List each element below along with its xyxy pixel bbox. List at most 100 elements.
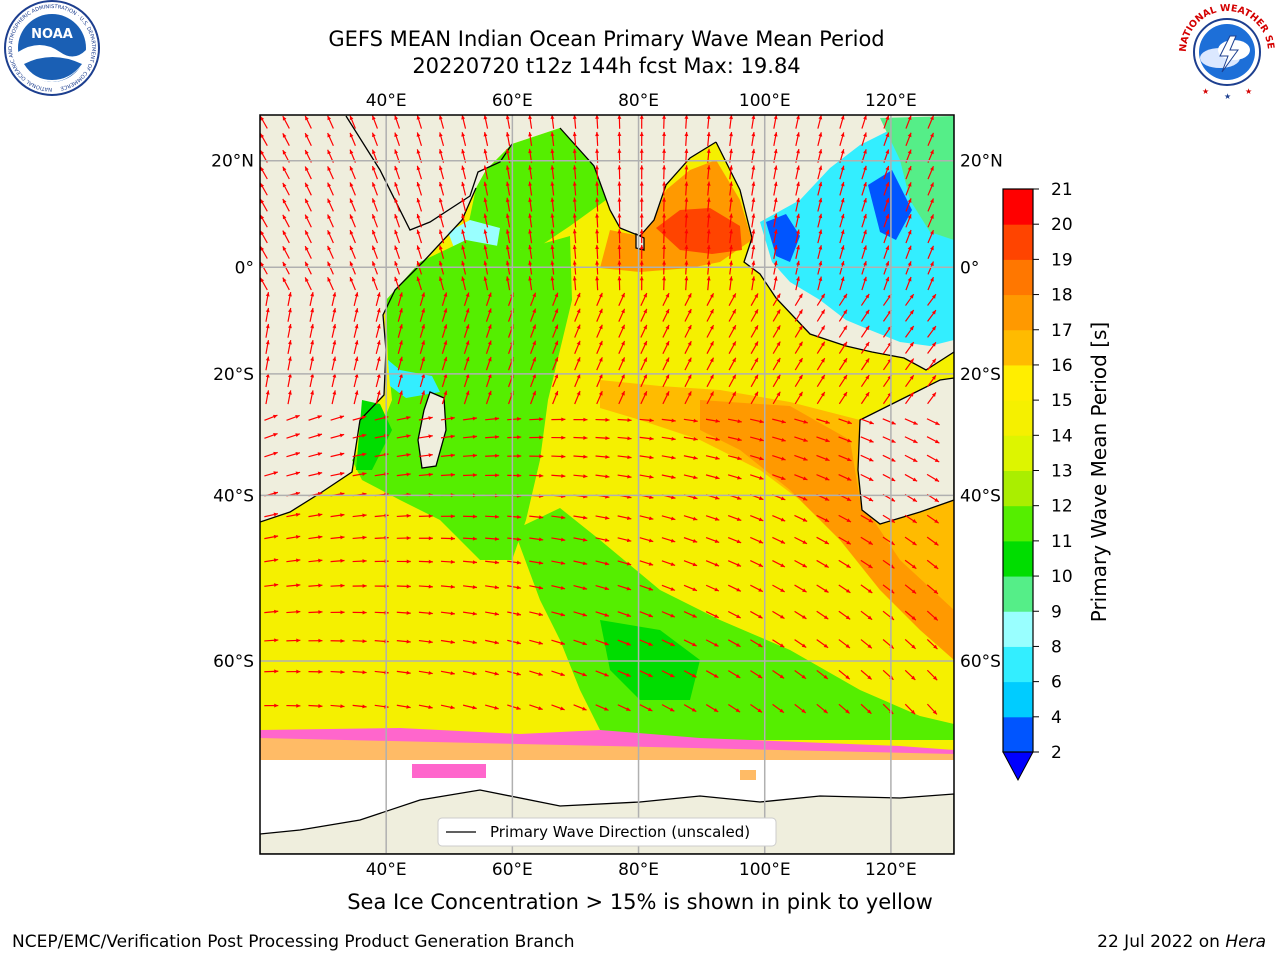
wave-arrow-head bbox=[461, 245, 466, 250]
wave-arrow-head bbox=[465, 390, 470, 396]
wave-arrow-head bbox=[406, 670, 411, 675]
wave-arrow-head bbox=[554, 357, 559, 362]
wave-arrow-head bbox=[863, 229, 867, 235]
colorbar-segment bbox=[1003, 189, 1033, 225]
wave-arrow-head bbox=[317, 452, 323, 456]
wave-arrow-head bbox=[572, 244, 577, 250]
wave-arrow-head bbox=[773, 148, 778, 154]
wave-arrow-head bbox=[665, 308, 670, 314]
wave-arrow-head bbox=[372, 245, 376, 251]
colorbar-tick-label: 16 bbox=[1051, 356, 1073, 376]
wave-arrow-head bbox=[649, 455, 654, 460]
wave-arrow-head bbox=[930, 115, 934, 121]
wave-arrow-head bbox=[265, 307, 270, 313]
wave-arrow-head bbox=[528, 244, 533, 250]
wave-arrow-head bbox=[662, 165, 667, 170]
wave-arrow-head bbox=[494, 536, 500, 541]
wave-arrow-head bbox=[773, 276, 778, 281]
wave-arrow-head bbox=[885, 276, 890, 282]
wave-arrow-head bbox=[349, 182, 354, 187]
wave-arrow-head bbox=[818, 213, 823, 219]
wave-arrow-head bbox=[394, 276, 399, 282]
wave-arrow-head bbox=[665, 391, 670, 396]
wave-arrow-head bbox=[598, 324, 603, 330]
wave-arrow-head bbox=[310, 292, 315, 297]
wave-arrow-head bbox=[472, 640, 477, 645]
wave-arrow-head bbox=[305, 261, 309, 267]
wave-arrow-head bbox=[801, 674, 806, 679]
wave-arrow-head bbox=[305, 182, 309, 188]
wave-arrow-head bbox=[605, 436, 610, 441]
wave-arrow-head bbox=[729, 229, 733, 234]
wave-arrow-head bbox=[913, 421, 918, 425]
wave-arrow-head bbox=[933, 564, 939, 569]
wave-arrow-head bbox=[706, 260, 711, 265]
wave-arrow-head bbox=[595, 115, 600, 119]
wave-arrow-head bbox=[288, 323, 292, 329]
wave-arrow-head bbox=[296, 609, 301, 614]
wave-arrow-head bbox=[776, 293, 781, 299]
wave-arrow-head bbox=[729, 181, 733, 186]
wave-arrow-head bbox=[684, 213, 689, 218]
lon-tick-label: 120°E bbox=[865, 860, 917, 880]
wave-arrow-head bbox=[461, 165, 466, 171]
wave-arrow-head bbox=[528, 197, 533, 202]
wave-arrow-head bbox=[840, 260, 845, 266]
wave-arrow-head bbox=[933, 589, 938, 594]
wave-arrow-head bbox=[572, 197, 577, 202]
wave-arrow-head bbox=[362, 610, 367, 615]
wave-arrow-head bbox=[824, 588, 829, 593]
wave-arrow-head bbox=[773, 181, 778, 187]
wave-arrow-head bbox=[684, 276, 689, 281]
wave-arrow-head bbox=[933, 616, 938, 621]
wave-arrow-head bbox=[617, 244, 622, 249]
wave-arrow-head bbox=[327, 115, 332, 121]
wave-arrow-head bbox=[863, 261, 867, 266]
wave-arrow-head bbox=[282, 214, 287, 220]
wave-arrow-head bbox=[582, 612, 587, 617]
wave-arrow-head bbox=[907, 115, 912, 121]
wave-arrow-head bbox=[713, 708, 719, 712]
colorbar-tick-label: 21 bbox=[1051, 180, 1073, 200]
wave-arrow-head bbox=[572, 115, 577, 119]
wave-arrow-head bbox=[376, 390, 381, 395]
wave-arrow-head bbox=[891, 439, 896, 443]
wave-arrow-head bbox=[780, 517, 786, 522]
wave-arrow-head bbox=[532, 373, 536, 379]
wave-arrow-head bbox=[932, 675, 938, 681]
wave-arrow-head bbox=[773, 132, 778, 137]
wave-arrow-head bbox=[798, 358, 803, 363]
wave-arrow-head bbox=[890, 457, 896, 462]
wave-arrow-head bbox=[483, 165, 488, 170]
wave-arrow-head bbox=[732, 341, 736, 346]
wave-arrow-head bbox=[327, 132, 332, 138]
wave-arrow-head bbox=[649, 418, 654, 423]
wave-arrow-head bbox=[751, 197, 756, 203]
wave-arrow-head bbox=[554, 292, 559, 298]
wave-arrow-head bbox=[327, 277, 332, 282]
wave-arrow-head bbox=[461, 197, 466, 203]
wave-arrow-head bbox=[754, 325, 759, 330]
wave-arrow-head bbox=[715, 456, 720, 460]
wave-arrow-head bbox=[494, 611, 499, 616]
wave-arrow-head bbox=[517, 454, 522, 459]
wave-arrow-head bbox=[912, 458, 918, 462]
wave-arrow-head bbox=[296, 669, 301, 674]
lat-tick-label: 40°S bbox=[213, 486, 254, 506]
lon-tick-label: 120°E bbox=[865, 91, 917, 111]
wave-arrow-head bbox=[909, 310, 914, 315]
wave-arrow-head bbox=[372, 115, 376, 120]
wave-arrow-head bbox=[818, 165, 823, 171]
colorbar-segment bbox=[1003, 400, 1033, 436]
wave-arrow-head bbox=[274, 669, 279, 674]
wave-arrow-head bbox=[428, 584, 433, 589]
wave-arrow-head bbox=[773, 245, 778, 250]
wave-arrow-head bbox=[930, 277, 934, 282]
wave-arrow-head bbox=[709, 309, 714, 314]
wave-arrow-head bbox=[845, 588, 851, 593]
wave-arrow-head bbox=[868, 497, 874, 502]
lat-tick-label: 0° bbox=[960, 258, 979, 278]
wave-arrow-head bbox=[318, 638, 323, 643]
wave-arrow-head bbox=[706, 229, 711, 234]
wave-arrow-head bbox=[550, 244, 555, 250]
